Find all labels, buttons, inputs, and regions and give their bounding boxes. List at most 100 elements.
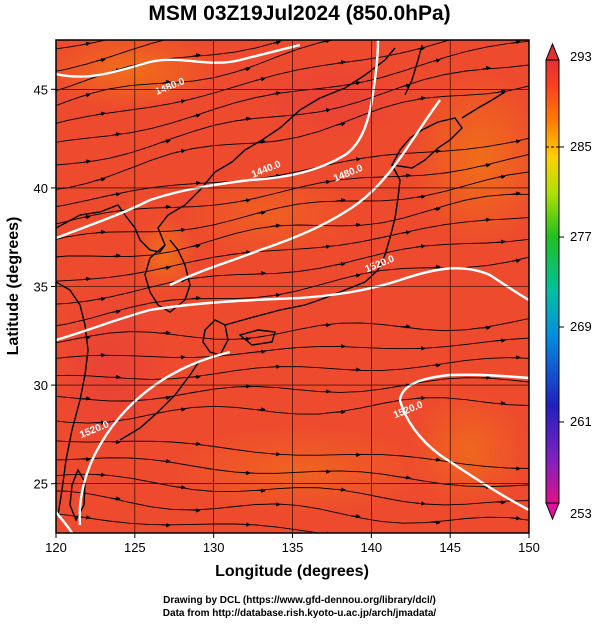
streamline-arrow — [430, 457, 441, 462]
streamline-arrow — [110, 132, 121, 137]
streamline-arrow — [176, 541, 185, 542]
x-tick-label-135: 135 — [282, 540, 304, 555]
streamline-arrow — [335, 121, 346, 127]
streamline-arrow — [401, 32, 410, 34]
streamline-arrow — [416, 554, 425, 555]
streamline-arrow — [415, 96, 426, 101]
coastline-kurils — [461, 91, 506, 119]
contour-1480-north — [56, 43, 301, 78]
streamline-arrow — [350, 514, 361, 519]
coastline-asia — [56, 47, 396, 253]
streamline-arrow — [335, 487, 346, 492]
streamline-arrow — [110, 439, 121, 445]
streamline — [56, 513, 324, 533]
streamline — [56, 490, 529, 524]
streamline-arrow — [495, 89, 506, 94]
streamline — [56, 40, 529, 143]
contour-1520-mid — [56, 267, 529, 342]
colorbar: 293 285 277 269 261 253 — [545, 42, 592, 521]
streamline-arrow — [160, 458, 171, 464]
streamline-arrow — [480, 66, 491, 71]
streamline-arrow — [80, 515, 91, 520]
colorbar-max-label: 293 — [570, 49, 592, 64]
streamline-arrow — [190, 113, 201, 118]
streamline-arrow — [270, 223, 281, 228]
streamline-arrow — [480, 163, 491, 168]
streamline-arrow — [110, 253, 121, 259]
x-tick-label-145: 145 — [439, 540, 461, 555]
coastline-hokkaido — [390, 117, 463, 169]
streamline-arrow — [270, 292, 281, 298]
streamline-arrow — [350, 222, 361, 228]
warm-region-sea — [180, 170, 360, 260]
coastline-korea — [144, 239, 191, 313]
streamline-arrow — [400, 83, 411, 89]
colorbar-label-269: 269 — [570, 319, 592, 334]
streamline-arrow — [175, 99, 186, 104]
streamline — [56, 397, 529, 424]
colorbar-gradient — [545, 59, 560, 504]
streamline-arrow — [415, 501, 426, 506]
streamline-arrow — [430, 58, 441, 63]
streamline-arrow — [335, 198, 346, 203]
streamline-arrow — [80, 93, 91, 98]
streamline-arrow — [95, 229, 106, 235]
streamline-arrow — [80, 457, 91, 462]
streamline-arrow — [110, 496, 121, 501]
y-axis: 25 30 35 40 45 — [34, 82, 56, 492]
streamline-arrow — [95, 296, 106, 302]
streamline-arrow — [95, 177, 106, 182]
warm-region-east — [410, 70, 529, 250]
streamline-arrow — [95, 57, 106, 63]
coastline-kyushu — [202, 319, 229, 356]
streamline-arrow — [415, 244, 426, 249]
streamline-arrow — [160, 522, 171, 528]
streamline — [56, 217, 529, 282]
streamline-arrow — [190, 180, 201, 186]
streamline-arrow — [495, 174, 506, 180]
streamline-arrow — [160, 139, 171, 144]
contour-1520-tip — [56, 511, 74, 533]
streamline-arrow — [270, 451, 281, 457]
coastline-ryukyu — [119, 359, 201, 441]
y-tick-label-45: 45 — [34, 82, 48, 97]
streamline — [56, 440, 529, 469]
y-axis-label: Latitude (degrees) — [5, 217, 22, 356]
streamline-arrow — [320, 469, 331, 474]
streamline-arrow — [160, 265, 171, 271]
streamline-arrow — [510, 40, 521, 45]
x-tick-label-130: 130 — [203, 540, 225, 555]
contour-1520-southwest — [78, 350, 231, 526]
streamline-arrow — [190, 441, 201, 447]
streamline-arrow — [350, 452, 361, 457]
streamline-arrow — [320, 179, 331, 185]
coastline-sakhalin — [404, 44, 423, 96]
streamline-arrow — [430, 520, 441, 525]
streamline-arrow — [320, 244, 331, 249]
streamline-arrow — [401, 538, 410, 539]
streamline-arrow — [496, 563, 505, 564]
streamline-arrow — [255, 76, 266, 82]
streamline-arrow — [255, 271, 266, 276]
streamline — [56, 377, 529, 402]
credits-data: Data from http://database.rish.kyoto-u.a… — [162, 608, 437, 619]
streamline-arrow — [495, 239, 506, 245]
streamline — [56, 137, 529, 208]
streamline-arrow — [430, 206, 441, 212]
contour-1520-southeast — [398, 373, 529, 512]
streamline-arrow — [270, 91, 281, 96]
streamline-arrow — [190, 53, 201, 58]
warm-region-south — [170, 425, 430, 515]
streamline — [56, 40, 167, 72]
streamline-arrow — [510, 258, 521, 263]
streamline — [56, 40, 335, 107]
contour-1440 — [56, 40, 380, 240]
streamline-arrow — [270, 501, 281, 507]
streamline-arrow — [80, 41, 91, 47]
streamline — [56, 238, 529, 305]
x-axis-label: Longitude (degrees) — [215, 563, 369, 580]
streamline-arrow — [480, 217, 491, 223]
streamline — [56, 473, 529, 506]
credits-drawing: Drawing by DCL (https://www.gfd-dennou.o… — [163, 595, 436, 606]
